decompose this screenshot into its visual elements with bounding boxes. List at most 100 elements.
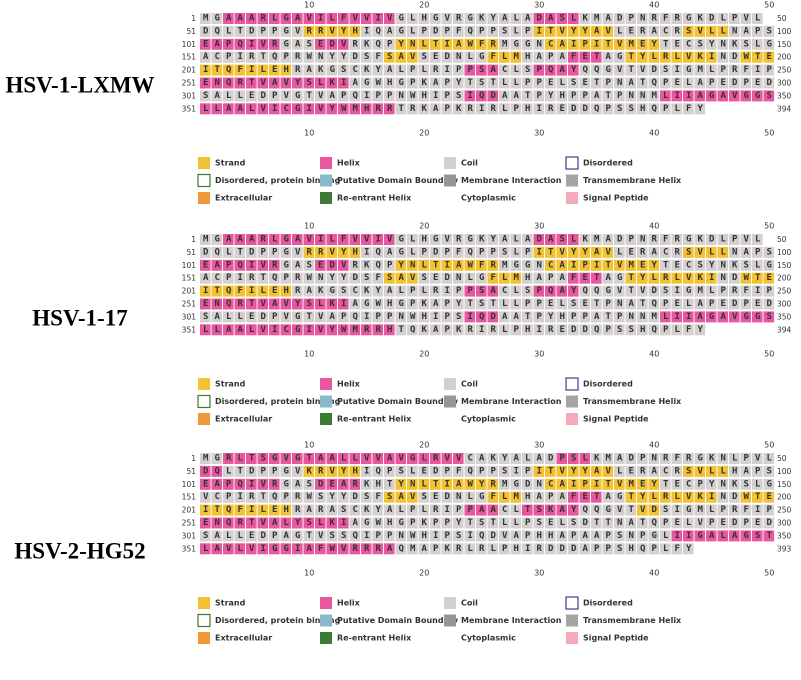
residue-box: [533, 13, 545, 24]
residue-box: [418, 234, 430, 245]
residue-box: [246, 103, 257, 115]
residue-box: [683, 51, 694, 63]
residue-box: [246, 272, 257, 284]
residue-box: [372, 530, 384, 542]
ruler-label: 20: [419, 350, 429, 359]
residue-box: [211, 504, 223, 516]
residue-box: [717, 259, 729, 271]
residue-box: [269, 13, 280, 24]
residue-box: [407, 324, 418, 336]
legend-swatch: [565, 156, 579, 170]
residue-box: [418, 259, 430, 271]
residue-box: [234, 38, 246, 50]
residue-box: [740, 90, 752, 102]
residue-box: [752, 298, 763, 310]
residue-box: [683, 13, 694, 24]
residue-box: [556, 465, 568, 477]
residue-box: [441, 491, 453, 503]
residue-box: [487, 246, 499, 258]
residue-box: [269, 25, 280, 37]
residue-box: [522, 103, 533, 115]
residue-box: [200, 530, 211, 542]
residue-box: [568, 25, 579, 37]
row-end: 50: [777, 14, 787, 23]
residue-box: [269, 453, 280, 464]
residue-box: [533, 465, 545, 477]
legend-label: Extracellular: [215, 194, 272, 203]
residue-box: [706, 90, 717, 102]
residue-box: [637, 491, 648, 503]
residue-box: [556, 491, 568, 503]
residue-box: [384, 13, 395, 24]
residue-box: [223, 51, 234, 63]
residue-box: [234, 103, 246, 115]
residue-box: [292, 272, 303, 284]
row-start: 351: [182, 544, 197, 553]
residue-box: [660, 324, 671, 336]
residue-box: [694, 246, 706, 258]
legend-label: Disordered, protein binding: [215, 616, 341, 625]
residue-box: [763, 491, 775, 503]
residue-box: [453, 272, 464, 284]
residue-box: [752, 478, 763, 490]
residue-box: [602, 25, 614, 37]
residue-box: [637, 90, 648, 102]
residue-box: [487, 504, 499, 516]
residue-box: [694, 103, 706, 115]
residue-box: [545, 517, 556, 529]
residue-box: [223, 38, 234, 50]
residue-box: [418, 51, 430, 63]
residue-box: [257, 453, 269, 464]
residue-box: [740, 77, 752, 89]
legend-swatch: [444, 157, 456, 169]
residue-box: [510, 272, 522, 284]
residue-box: [395, 311, 407, 323]
residue-box: [200, 324, 211, 336]
residue-box: [326, 491, 338, 503]
residue-box: [246, 465, 257, 477]
residue-box: [717, 234, 729, 245]
residue-box: [361, 234, 372, 245]
residue-box: [395, 324, 407, 336]
residue-box: [625, 298, 637, 310]
residue-box: [602, 311, 614, 323]
legend-swatch: [198, 413, 210, 425]
residue-box: [246, 517, 257, 529]
legend-label: Transmembrane Helix: [583, 616, 682, 625]
residue-box: [510, 324, 522, 336]
residue-box: [487, 90, 499, 102]
residue-box: [637, 234, 648, 245]
residue-box: [499, 324, 510, 336]
residue-box: [234, 517, 246, 529]
residue-box: [683, 491, 694, 503]
residue-box: [648, 272, 660, 284]
residue-box: [200, 311, 211, 323]
residue-box: [740, 298, 752, 310]
residue-box: [200, 259, 211, 271]
legend-swatch: [198, 597, 210, 609]
residue-box: [234, 543, 246, 555]
residue-box: [338, 51, 349, 63]
residue-box: [430, 259, 441, 271]
residue-box: [556, 103, 568, 115]
residue-box: [637, 465, 648, 477]
residue-box: [223, 491, 234, 503]
residue-box: [303, 453, 315, 464]
residue-box: [556, 285, 568, 297]
residue-box: [246, 298, 257, 310]
residue-box: [614, 298, 625, 310]
residue-box: [545, 246, 556, 258]
residue-box: [453, 298, 464, 310]
residue-box: [568, 51, 579, 63]
residue-box: [303, 491, 315, 503]
residue-box: [372, 51, 384, 63]
residue-box: [257, 51, 269, 63]
residue-box: [280, 259, 292, 271]
residue-box: [522, 311, 533, 323]
residue-box: [694, 530, 706, 542]
residue-box: [361, 13, 372, 24]
residue-box: [407, 530, 418, 542]
residue-box: [315, 311, 326, 323]
residue-box: [246, 77, 257, 89]
residue-box: [763, 259, 775, 271]
